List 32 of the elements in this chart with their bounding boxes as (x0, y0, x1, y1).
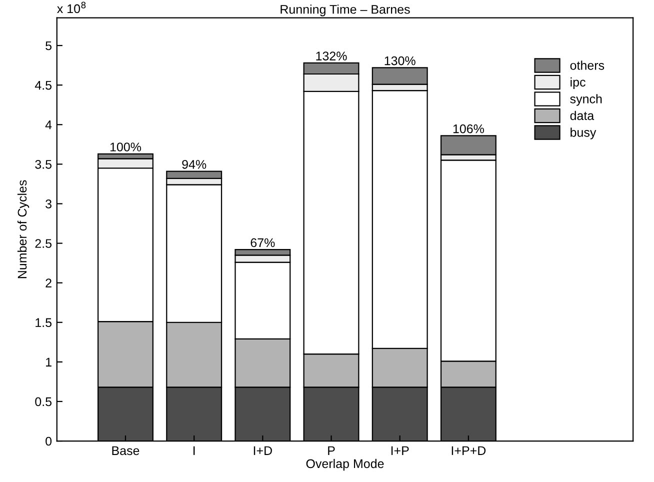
x-tick-label: P (328, 446, 335, 455)
annotation: 94% (182, 160, 206, 169)
annotation: 106% (453, 124, 484, 134)
x-tick-label: Base (112, 446, 140, 456)
x-tick-label: I (194, 446, 195, 455)
annotation: 132% (316, 52, 347, 60)
x-tick-label: I+D (254, 446, 272, 455)
y-tick-label: 0 (46, 436, 52, 446)
x-axis-title: Overlap Mode (306, 458, 384, 471)
y-tick-label: 4.5 (34, 81, 52, 90)
y-tick-label: 4 (45, 120, 52, 130)
y-tick-label: 1 (46, 358, 52, 366)
y-tick-label: 2 (46, 278, 52, 288)
annotation: 67% (250, 238, 275, 248)
legend-label: ipc (570, 77, 586, 90)
y-tick-label: 2.5 (35, 239, 52, 248)
x-tick-label: I+P+D (452, 446, 486, 455)
annotation: 130% (384, 56, 416, 66)
chart-title: Running Time – Barnes (280, 4, 410, 16)
legend-label: synch (570, 94, 602, 106)
y-tick-label: 5 (46, 41, 52, 50)
x-tick-label: I+P (391, 446, 409, 455)
y-tick-label: 3.5 (35, 160, 52, 169)
y-tick-label: 1.5 (36, 318, 52, 328)
y-tick-label: 3 (46, 200, 52, 208)
annotation: 100% (110, 142, 142, 152)
y-tick-label: 0.5 (35, 397, 52, 406)
legend-label: data (570, 110, 594, 120)
legend-label: busy (570, 128, 596, 140)
legend-label: others (570, 60, 604, 70)
y-axis-title: Number of Cycles (17, 180, 30, 278)
text: x 10$^{8}$ (57, 2, 86, 14)
